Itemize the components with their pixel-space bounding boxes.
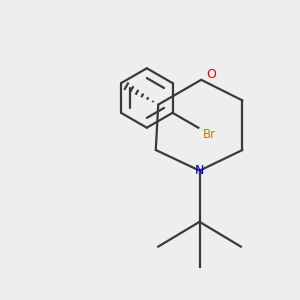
Text: N: N <box>195 164 204 177</box>
Text: Br: Br <box>203 128 216 141</box>
Text: O: O <box>206 68 216 80</box>
